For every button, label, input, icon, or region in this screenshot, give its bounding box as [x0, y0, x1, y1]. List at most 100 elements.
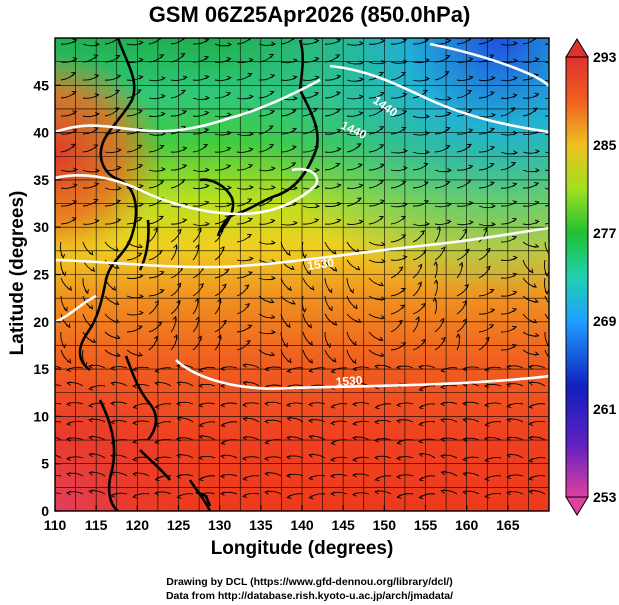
streamline-arrowhead [433, 279, 439, 284]
streamline-arrowhead [484, 367, 490, 372]
streamline [544, 133, 549, 136]
streamline-arrowhead [445, 144, 451, 150]
streamline-arrowhead [512, 93, 518, 98]
streamline-arrowhead [484, 402, 489, 408]
streamline-arrowhead [484, 383, 489, 389]
streamline-arrowhead [290, 300, 296, 305]
streamline-arrowhead [468, 57, 474, 62]
streamline-arrowhead [204, 75, 210, 80]
streamline-arrowhead [506, 436, 511, 441]
streamline-arrowhead [110, 401, 115, 406]
streamline [55, 454, 62, 459]
streamline-arrowhead [182, 218, 188, 223]
streamline-arrowhead [45, 493, 49, 497]
streamline-arrowhead [506, 382, 511, 388]
contour-label-group: 1440 1440 1530 1530 [306, 93, 400, 389]
streamline [544, 115, 549, 117]
streamline-arrowhead [512, 255, 518, 261]
streamline-arrowhead [72, 183, 78, 188]
y-tick-label: 35 [33, 172, 49, 188]
streamline-arrowhead [139, 294, 144, 299]
streamline-arrowhead [308, 358, 313, 364]
streamline-arrowhead [314, 38, 320, 44]
streamline-arrowhead [489, 181, 495, 186]
streamline-arrowhead [198, 434, 204, 440]
streamline-arrowhead [45, 477, 49, 481]
streamline-arrowhead [270, 218, 276, 224]
streamline-arrowhead [357, 163, 363, 168]
streamline-arrowhead [66, 381, 72, 386]
colorbar-ticks: 293 285 277 269 261 253 [593, 49, 617, 505]
streamline-arrowhead [287, 286, 292, 292]
credit-drawing: Drawing by DCL (https://www.gfd-dennou.o… [166, 576, 453, 588]
streamline-arrowhead [356, 318, 362, 323]
streamline-arrowhead [154, 381, 160, 386]
streamline-arrowhead [72, 38, 78, 43]
streamline-arrowhead [532, 283, 537, 288]
streamline-arrowhead [286, 473, 291, 478]
streamline-arrowhead [557, 78, 561, 82]
streamline-arrowhead [66, 472, 72, 477]
streamline-arrowhead [490, 38, 494, 41]
streamline-arrowhead [380, 91, 386, 96]
streamline-arrowhead [374, 419, 379, 425]
streamline-arrowhead [447, 96, 452, 101]
streamline-arrowhead [445, 127, 451, 132]
streamline-arrowhead [227, 185, 232, 190]
streamline-arrowhead [483, 227, 488, 232]
streamline-arrowhead [440, 470, 446, 476]
streamline-arrowhead [308, 368, 314, 373]
streamline-arrowhead [176, 299, 181, 305]
streamline-arrowhead [110, 419, 115, 425]
streamline-arrowhead [379, 216, 385, 221]
y-tick-label: 5 [41, 456, 49, 472]
y-tick-label: 25 [33, 267, 49, 283]
streamline-arrowhead [66, 456, 71, 461]
streamline-arrowhead [396, 440, 402, 445]
streamline-arrowhead [374, 404, 380, 410]
streamline-arrowhead [220, 366, 225, 371]
streamline-arrowhead [418, 494, 424, 500]
y-tick-label: 40 [33, 125, 49, 141]
streamline-arrowhead [359, 77, 364, 82]
streamline-arrowhead [248, 57, 254, 63]
y-axis-label: Latitude (degrees) [7, 190, 28, 356]
streamline [55, 365, 62, 369]
streamline-arrowhead [418, 439, 423, 444]
streamline-arrowhead [417, 281, 422, 287]
streamline-arrowhead [195, 244, 200, 249]
streamline-arrowhead [512, 290, 518, 295]
streamline-arrowhead [160, 94, 166, 99]
streamline-arrowhead [308, 453, 314, 458]
streamline-arrowhead [358, 183, 364, 188]
streamline-arrowhead [418, 476, 424, 482]
streamline-arrowhead [528, 489, 534, 495]
streamline-arrowhead [247, 271, 253, 276]
streamline-arrowhead [271, 240, 276, 245]
streamline-arrowhead [116, 165, 122, 171]
streamline-arrowhead [286, 323, 291, 329]
streamline-arrowhead [154, 404, 160, 409]
streamline-arrowhead [355, 265, 361, 271]
streamline-arrowhead [533, 107, 538, 112]
streamline-arrowhead [270, 314, 276, 319]
streamline-arrowhead [489, 288, 495, 294]
streamline-arrowhead [380, 241, 386, 247]
streamline-arrowhead [67, 286, 73, 291]
streamline-arrowhead [402, 166, 408, 171]
streamline-arrowhead [308, 475, 314, 481]
streamline-arrowhead [176, 453, 182, 459]
streamline-arrowhead [137, 217, 143, 222]
streamline-arrowhead [227, 130, 232, 136]
streamline-arrowhead [88, 304, 94, 310]
streamline-arrowhead [286, 368, 292, 373]
streamline-arrowhead [356, 197, 362, 202]
streamline-arrowhead [132, 457, 137, 462]
streamline-arrowhead [160, 76, 166, 81]
streamline-arrowhead [222, 319, 227, 325]
streamline-arrowhead [94, 74, 100, 79]
streamline-arrowhead [139, 40, 144, 45]
streamline-arrowhead [137, 109, 143, 114]
streamline-arrowhead [72, 200, 78, 205]
streamline-arrowhead [491, 112, 496, 118]
